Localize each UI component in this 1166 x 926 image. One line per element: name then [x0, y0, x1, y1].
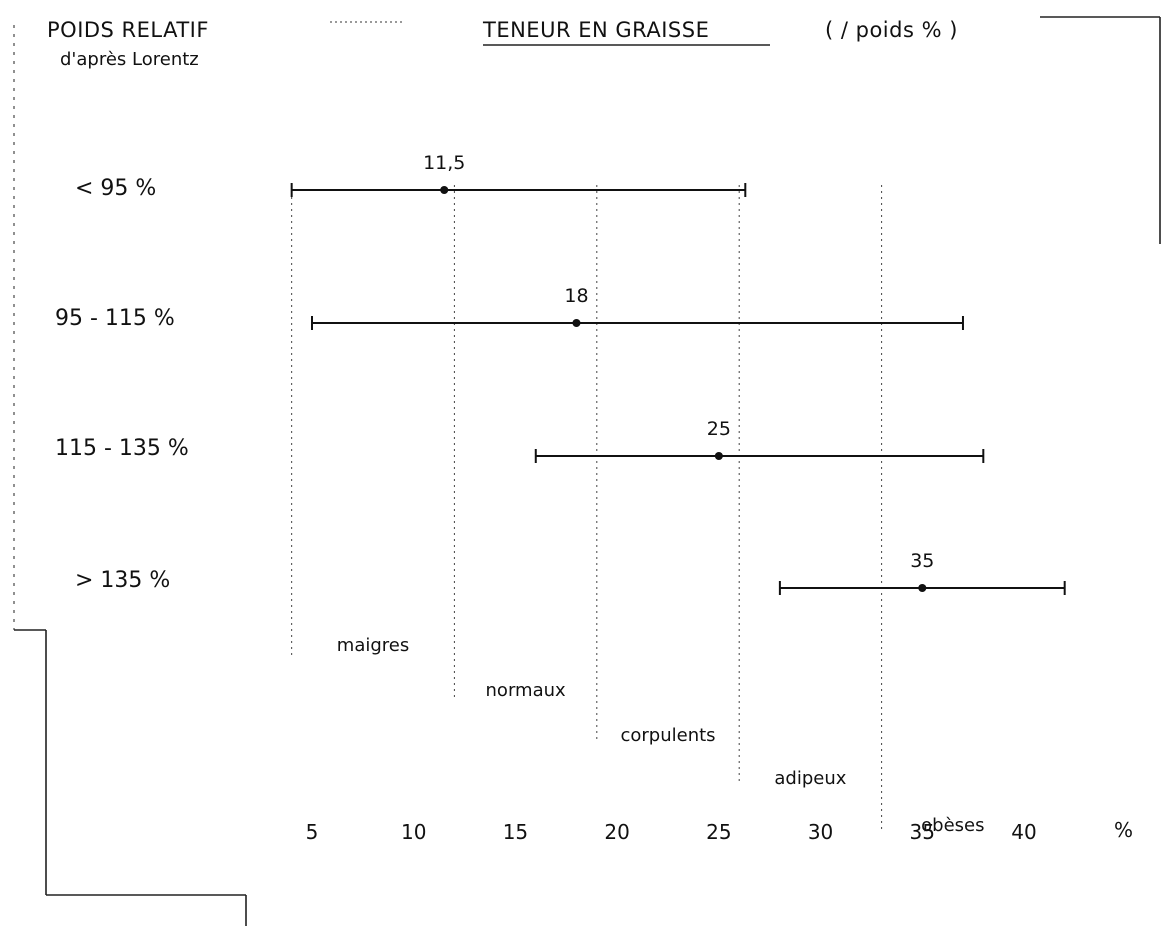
- x-tick-label: 25: [706, 820, 732, 844]
- mean-point: [440, 186, 449, 194]
- chart-unit: ( / poids % ): [825, 18, 958, 42]
- row-label-2: 95 - 115 %: [55, 306, 175, 331]
- y-axis-subtitle: d'après Lorentz: [60, 49, 199, 70]
- x-tick-label: 10: [400, 820, 427, 844]
- row-label-3: 115 - 135 %: [55, 436, 189, 461]
- row-label-1: < 95 %: [75, 176, 157, 201]
- category-label: normaux: [485, 680, 566, 701]
- category-boundaries: [291, 185, 883, 833]
- y-axis-title: POIDS RELATIF: [47, 18, 209, 42]
- row-label-4: > 135 %: [75, 568, 171, 593]
- mean-point: [572, 319, 581, 327]
- mean-point: [918, 584, 927, 592]
- x-tick-label: 5: [305, 820, 319, 844]
- mean-value-label: 35: [910, 550, 935, 572]
- category-label: adipeux: [774, 768, 847, 789]
- mean-point: [714, 452, 723, 460]
- x-tick-label: 20: [604, 820, 630, 844]
- mean-value-label: 11,5: [423, 152, 466, 174]
- x-tick-label: 30: [807, 820, 834, 844]
- x-tick-label: 15: [502, 820, 529, 844]
- frame-lines: [13, 16, 1161, 926]
- chart-title: TENEUR EN GRAISSE: [483, 18, 710, 42]
- range-bars: [290, 183, 1066, 595]
- category-label: maigres: [336, 635, 410, 656]
- mean-value-label: 25: [706, 418, 731, 440]
- category-label: corpulents: [620, 725, 716, 746]
- x-tick-label: 35: [909, 820, 936, 844]
- x-tick-label: 40: [1011, 820, 1037, 844]
- x-axis-unit: %: [1114, 818, 1134, 842]
- category-label: obèses: [921, 815, 985, 836]
- mean-value-label: 18: [564, 285, 589, 307]
